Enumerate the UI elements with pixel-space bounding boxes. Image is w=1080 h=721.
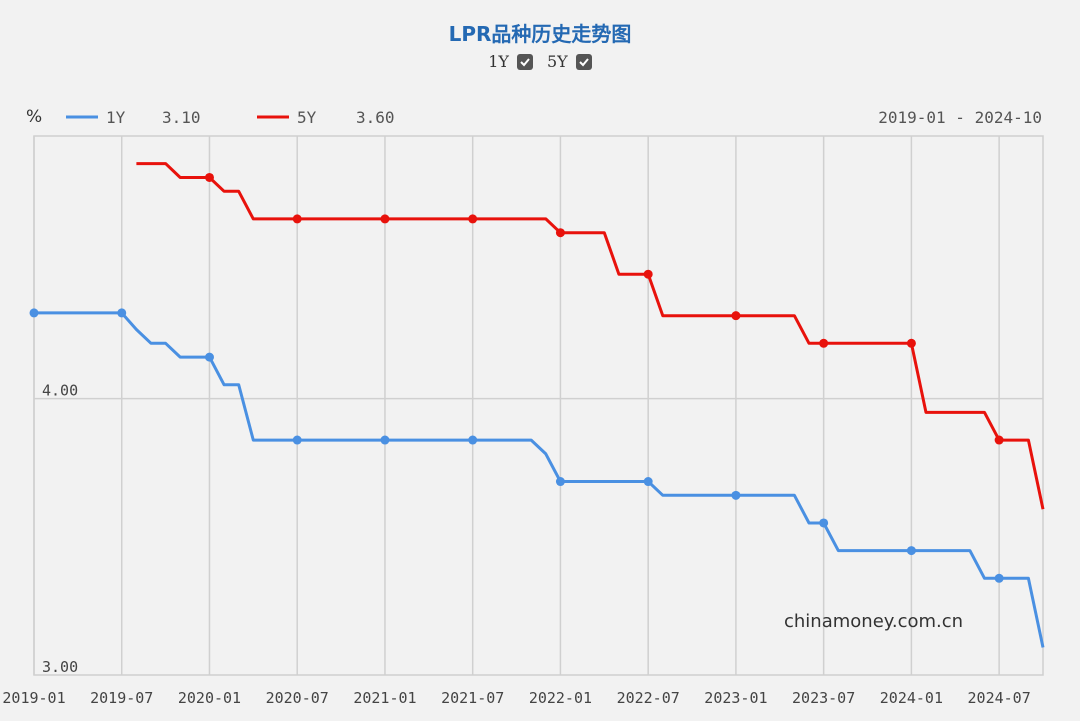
x-tick-label: 2023-01 bbox=[704, 689, 767, 707]
x-tick-label: 2024-01 bbox=[880, 689, 943, 707]
data-point-5y[interactable] bbox=[819, 338, 829, 348]
data-point-1y[interactable] bbox=[643, 477, 653, 487]
data-point-1y[interactable] bbox=[994, 573, 1004, 583]
x-tick-label: 2020-07 bbox=[266, 689, 329, 707]
x-tick-label: 2019-07 bbox=[90, 689, 153, 707]
toggle-1y[interactable]: 1Y bbox=[488, 52, 533, 71]
x-tick-label: 2022-07 bbox=[617, 689, 680, 707]
data-point-1y[interactable] bbox=[819, 518, 829, 528]
data-point-5y[interactable] bbox=[555, 228, 565, 238]
data-point-5y[interactable] bbox=[204, 172, 214, 182]
grid bbox=[33, 136, 1043, 675]
data-point-1y[interactable] bbox=[906, 546, 916, 556]
legend-1y-name: 1Y bbox=[106, 108, 126, 127]
unit-label: % bbox=[26, 107, 42, 127]
x-tick-label: 2021-07 bbox=[441, 689, 504, 707]
data-point-1y[interactable] bbox=[468, 435, 478, 445]
x-tick-label: 2022-01 bbox=[529, 689, 592, 707]
data-point-1y[interactable] bbox=[380, 435, 390, 445]
toggle-5y[interactable]: 5Y bbox=[547, 52, 592, 71]
series-1y bbox=[29, 308, 1045, 648]
legend-5y-value: 3.60 bbox=[356, 108, 395, 127]
series-line-5y bbox=[136, 162, 1045, 510]
x-tick-label: 2023-07 bbox=[792, 689, 855, 707]
data-point-1y[interactable] bbox=[29, 308, 39, 318]
y-tick-labels: 3.00 4.00 bbox=[42, 382, 78, 676]
data-point-1y[interactable] bbox=[117, 308, 127, 318]
legend-5y-name: 5Y bbox=[297, 108, 317, 127]
x-tick-label: 2021-01 bbox=[353, 689, 416, 707]
data-point-1y[interactable] bbox=[292, 435, 302, 445]
data-point-5y[interactable] bbox=[731, 311, 741, 321]
data-point-1y[interactable] bbox=[204, 352, 214, 362]
data-point-5y[interactable] bbox=[468, 214, 478, 224]
data-point-1y[interactable] bbox=[731, 490, 741, 500]
series-5y bbox=[136, 162, 1045, 510]
date-range: 2019-01 - 2024-10 bbox=[878, 108, 1042, 127]
series-layer bbox=[29, 162, 1045, 648]
data-point-5y[interactable] bbox=[292, 214, 302, 224]
y-tick-label: 3.00 bbox=[42, 658, 78, 676]
data-point-5y[interactable] bbox=[906, 338, 916, 348]
data-point-5y[interactable] bbox=[643, 269, 653, 279]
legend-1y-value: 3.10 bbox=[162, 108, 201, 127]
data-point-5y[interactable] bbox=[994, 435, 1004, 445]
watermark: chinamoney.com.cn bbox=[784, 611, 963, 632]
legend-1y[interactable]: 1Y 3.10 bbox=[66, 108, 201, 127]
toggle-1y-label: 1Y bbox=[488, 52, 509, 71]
chart-title: LPR品种历史走势图 bbox=[448, 22, 632, 46]
checkbox-checked-icon[interactable] bbox=[517, 53, 533, 70]
y-tick-label: 4.00 bbox=[42, 382, 78, 400]
plot-frame bbox=[33, 135, 1044, 676]
legend-5y[interactable]: 5Y 3.60 bbox=[257, 108, 395, 127]
series-toggles: 1Y 5Y bbox=[0, 52, 1080, 71]
x-tick-label: 2019-01 bbox=[2, 689, 65, 707]
data-point-5y[interactable] bbox=[380, 214, 390, 224]
x-tick-label: 2020-01 bbox=[178, 689, 241, 707]
toggle-5y-label: 5Y bbox=[547, 52, 568, 71]
series-line-1y bbox=[34, 311, 1045, 648]
x-tick-label: 2024-07 bbox=[968, 689, 1031, 707]
checkbox-checked-icon[interactable] bbox=[575, 53, 592, 70]
x-tick-labels: 2019-01 2019-07 2020-01 2020-07 2021-01 2021-… bbox=[2, 689, 1030, 707]
data-point-1y[interactable] bbox=[555, 477, 565, 487]
